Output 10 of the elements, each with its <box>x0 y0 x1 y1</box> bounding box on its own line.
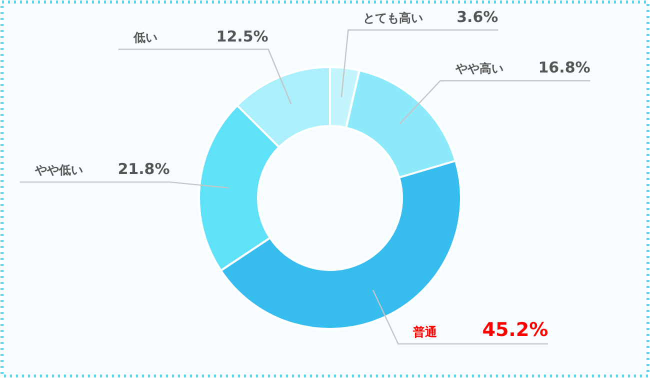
slice-label: やや高い <box>454 62 504 76</box>
slice-label: やや低い <box>34 163 83 178</box>
slice-label: 低い <box>132 30 158 44</box>
data-label: 45.2% <box>482 318 548 341</box>
slice-label: 普通 <box>412 324 438 339</box>
slice-label: とても高い <box>363 11 424 26</box>
data-label: 16.8% <box>538 58 590 77</box>
data-label: 21.8% <box>118 160 170 178</box>
data-label: 12.5% <box>216 27 268 46</box>
data-label: 3.6% <box>456 8 498 26</box>
